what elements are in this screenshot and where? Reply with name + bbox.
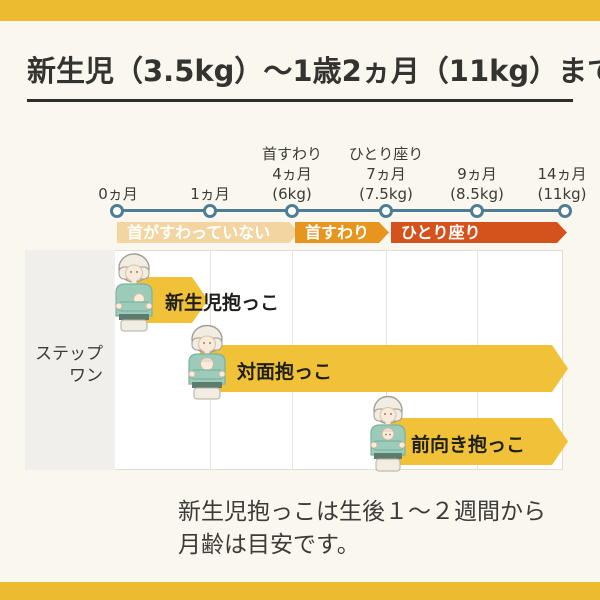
- bar-label-forward-hold: 前向き抱っこ: [411, 434, 526, 456]
- step-sidebar: [25, 250, 115, 470]
- timeline-milestone-1m: 1ヵ月: [190, 185, 230, 203]
- bottom-accent-bar: [0, 582, 600, 600]
- mother-forward-carry-icon: [364, 395, 412, 472]
- step-one-label: ステップ ワン: [35, 344, 103, 386]
- phase-bar-neck-control: 首すわり: [295, 222, 389, 243]
- page-title: 新生児（3.5kg）～1歳2ヵ月（11kg）まで: [27, 48, 600, 102]
- timeline-axis: [117, 209, 565, 212]
- timeline-dot-4m: [285, 204, 299, 218]
- timeline-milestone-0m: 0ヵ月: [98, 185, 138, 203]
- phase-bar-sitting: ひとり座り: [391, 222, 567, 243]
- bar-label-newborn-hold: 新生児抱っこ: [165, 292, 280, 314]
- timeline-dot-9m: [470, 204, 484, 218]
- timeline-dot-1m: [203, 204, 217, 218]
- bar-facing-hold: [200, 345, 568, 392]
- footnote: 新生児抱っこは生後１～２週間から 月齢は目安です。: [178, 499, 546, 558]
- mother-cradle-hold-icon: [108, 252, 160, 332]
- timeline-milestone-4m: 首すわり 4ヵ月 (6kg): [261, 145, 323, 203]
- timeline-dot-7m: [379, 204, 393, 218]
- timeline-milestone-14m: 14ヵ月 (11kg): [537, 165, 587, 203]
- timeline-milestone-9m: 9ヵ月 (8.5kg): [450, 165, 504, 203]
- bar-forward-hold: [390, 418, 568, 465]
- top-accent-bar: [0, 0, 600, 21]
- mother-inward-carry-icon: [181, 324, 233, 400]
- timeline-dot-0m: [110, 204, 124, 218]
- timeline-dot-14m: [558, 204, 572, 218]
- phase-bar-no-neck-control: 首がすわっていない: [117, 222, 299, 243]
- timeline-milestone-7m: ひとり座り 7ヵ月 (7.5kg): [348, 145, 424, 203]
- bar-label-facing-hold: 対面抱っこ: [237, 361, 333, 383]
